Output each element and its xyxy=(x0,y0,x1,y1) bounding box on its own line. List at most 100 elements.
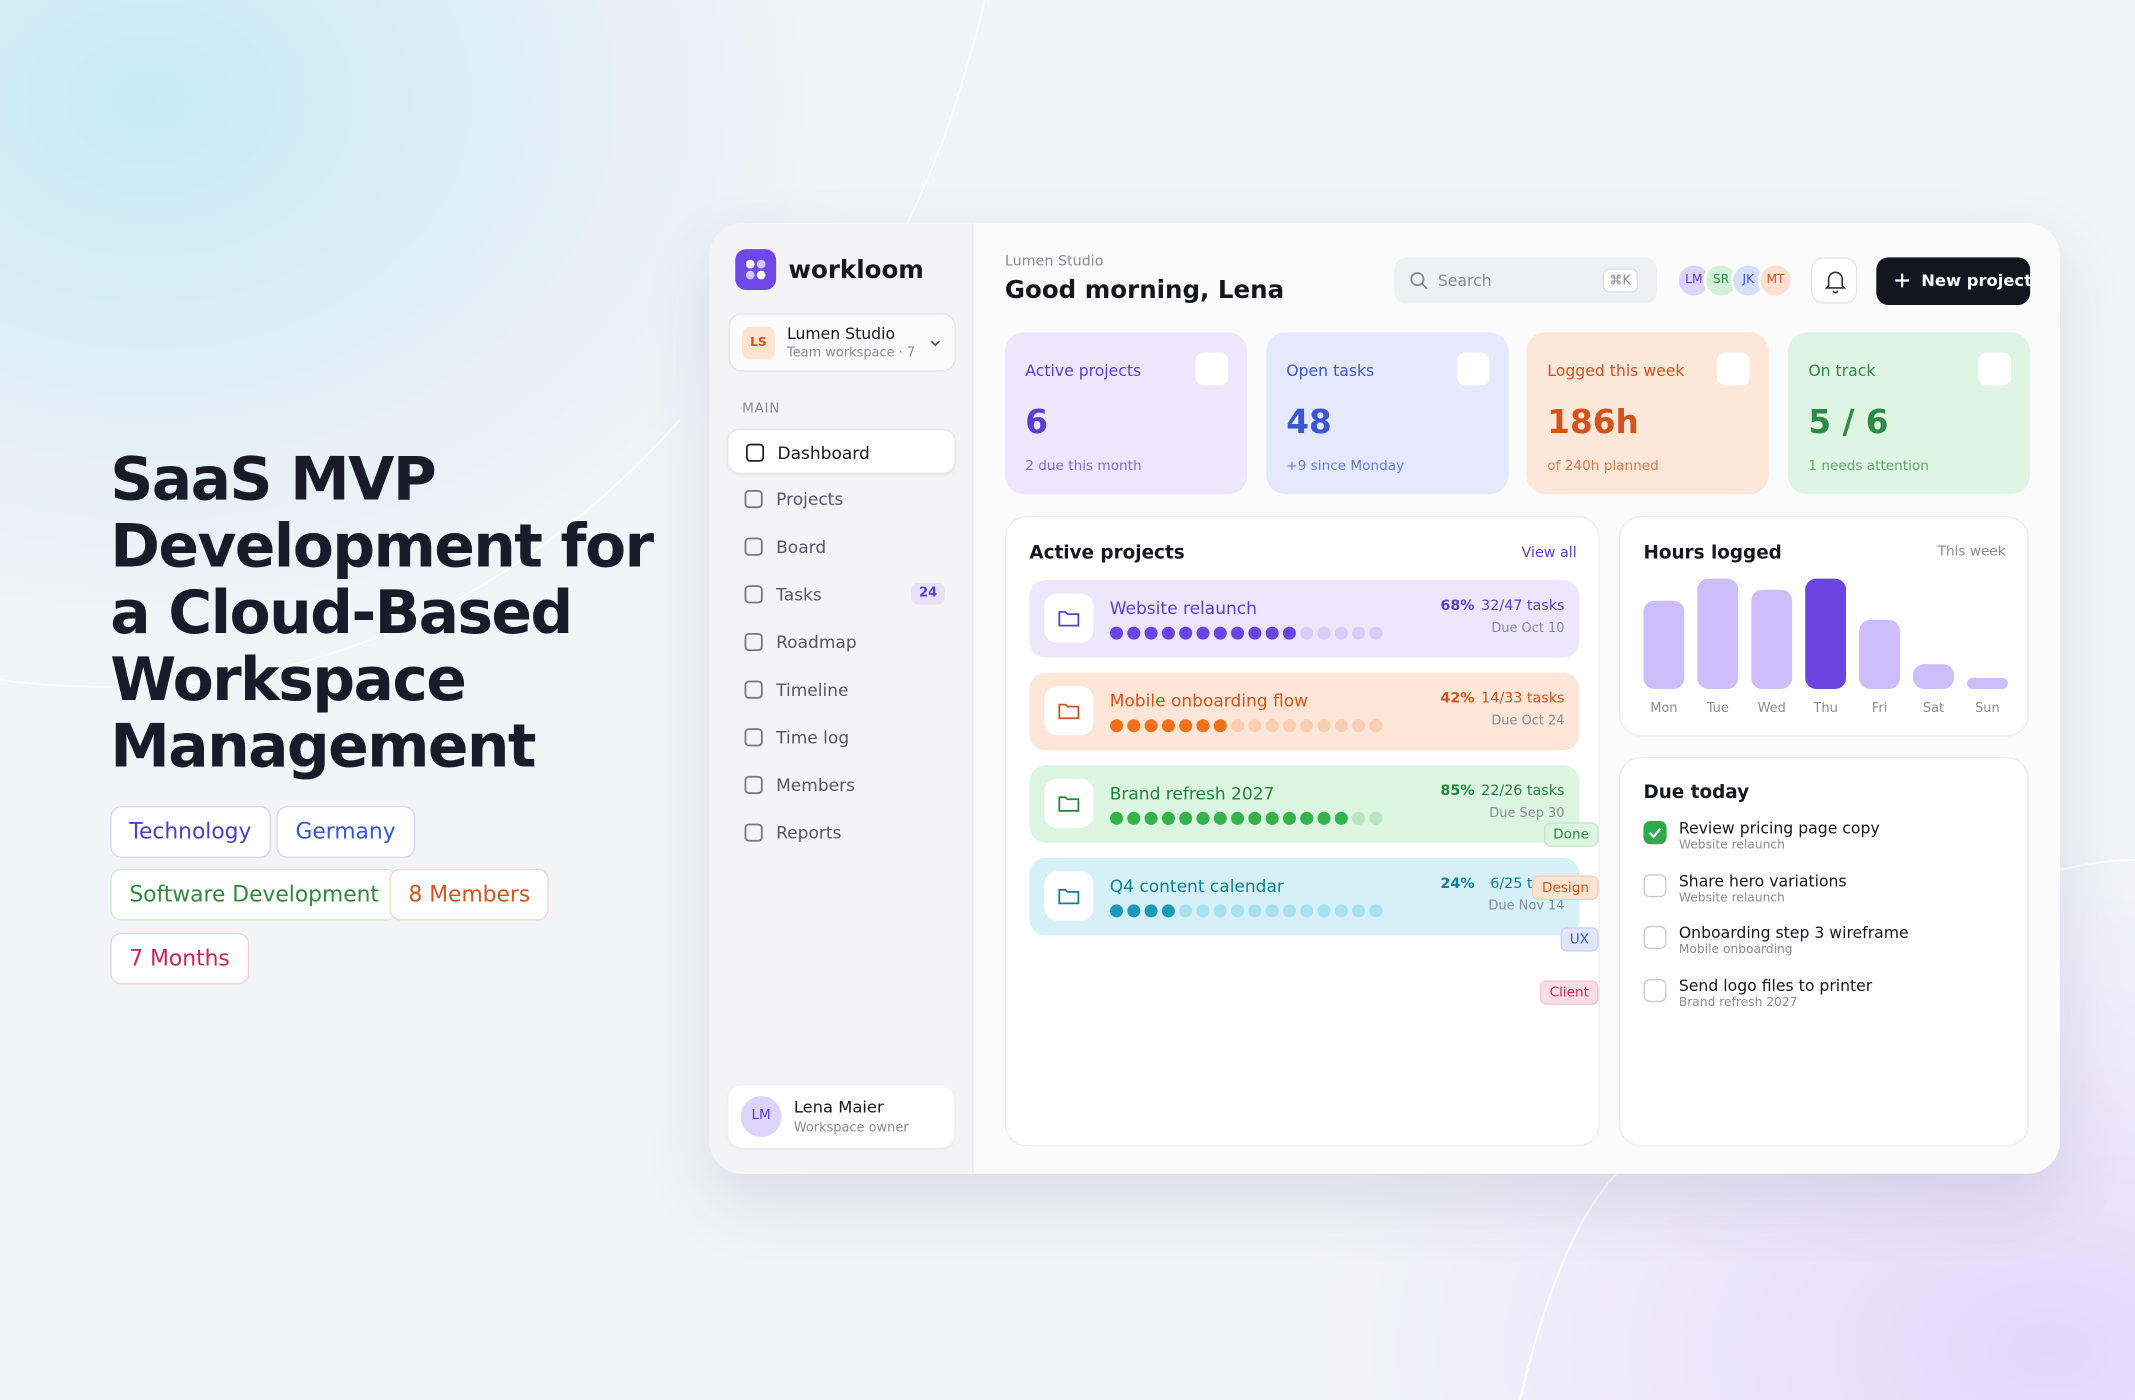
nav-item[interactable]: Projects xyxy=(727,477,956,522)
user-role: Workspace owner xyxy=(793,1120,909,1136)
progress-dot xyxy=(1161,626,1175,640)
hour-bar xyxy=(1751,589,1793,689)
stat-value: 6 xyxy=(1025,403,1049,442)
task-title: Onboarding step 3 wireframe xyxy=(1678,923,1909,943)
logo-mark xyxy=(745,259,766,280)
progress-dot xyxy=(1300,811,1314,825)
nav-label: Timeline xyxy=(776,679,849,700)
stat-icon xyxy=(1456,352,1490,386)
stat-note: 2 due this month xyxy=(1025,458,1142,474)
progress-dots xyxy=(1109,904,1383,918)
project-icon xyxy=(1044,593,1094,643)
progress-dot xyxy=(1352,811,1366,825)
project-row[interactable]: Q4 content calendar 24% 6/25 tasks Due Nov … xyxy=(1029,857,1580,936)
stat-icon xyxy=(1195,352,1229,386)
projects-panel: Active projects View all Website relaunc… xyxy=(1004,516,1600,1147)
progress-dot xyxy=(1196,626,1210,640)
progress-dot xyxy=(1213,719,1227,733)
bell-icon xyxy=(1824,271,1847,294)
nav-item[interactable]: Roadmap xyxy=(727,620,956,665)
project-due: Due Oct 24 xyxy=(1491,713,1565,729)
stat-value: 48 xyxy=(1286,403,1332,442)
nav-item[interactable]: Time log xyxy=(727,715,956,760)
nav-badge: 24 xyxy=(910,582,946,605)
checkbox[interactable] xyxy=(1643,979,1667,1003)
search-placeholder: Search xyxy=(1437,270,1492,291)
task-project: Brand refresh 2027 xyxy=(1678,996,1798,1011)
progress-dot xyxy=(1317,904,1331,918)
nav-icon xyxy=(744,823,763,842)
progress-dot xyxy=(1144,811,1158,825)
progress-dot xyxy=(1231,719,1245,733)
progress-dot xyxy=(1161,811,1175,825)
member-avatar: SR xyxy=(1703,262,1739,299)
projects-title: Active projects xyxy=(1029,541,1185,564)
new-project-button[interactable]: New project xyxy=(1876,257,2032,305)
folder-shape xyxy=(1058,796,1080,812)
task-tag: UX xyxy=(1560,927,1599,953)
progress-dot xyxy=(1265,904,1279,918)
plus-icon xyxy=(1895,273,1909,288)
hero-tag: 8 Members xyxy=(389,868,550,921)
progress-dot xyxy=(1231,904,1245,918)
hero-title: SaaS MVP Development for a Cloud-Based W… xyxy=(110,445,654,782)
nav-icon xyxy=(744,680,763,699)
search-box[interactable]: Search ⌘K xyxy=(1394,257,1658,304)
icon-shape xyxy=(744,823,763,842)
progress-dot xyxy=(1213,904,1227,918)
progress-dot xyxy=(1231,811,1245,825)
shortcut: ⌘K xyxy=(1602,268,1638,293)
user-name: Lena Maier xyxy=(793,1097,884,1117)
notifications-button[interactable] xyxy=(1810,257,1858,304)
progress-dot xyxy=(1317,626,1331,640)
workspace-switcher[interactable]: LS Lumen Studio Team workspace · 7 xyxy=(728,313,956,372)
folder-shape xyxy=(1058,611,1080,627)
progress-dot xyxy=(1369,904,1383,918)
nav-label: Projects xyxy=(776,488,844,510)
nav-item[interactable]: Members xyxy=(727,762,956,807)
project-icon xyxy=(1044,778,1094,828)
due-panel: Due today Review pricing page copy Websit… xyxy=(1532,757,2029,1147)
day-label: Fri xyxy=(1872,701,1887,716)
progress-dot xyxy=(1352,626,1366,640)
progress-dot xyxy=(1300,626,1314,640)
checkbox[interactable] xyxy=(1643,821,1667,845)
nav-item[interactable]: Board xyxy=(727,524,956,569)
project-row[interactable]: Brand refresh 2027 85% 22/26 tasks Due Sep … xyxy=(1029,765,1580,843)
nav-item[interactable]: Reports xyxy=(727,810,956,855)
stat-value: 186h xyxy=(1547,403,1639,442)
hours-period: This week xyxy=(1937,544,2006,560)
search-icon xyxy=(1410,272,1428,290)
project-row[interactable]: Website relaunch 68% 32/47 tasks Due Oct 10 xyxy=(1029,580,1580,658)
nav-icon xyxy=(745,443,765,462)
folder-icon xyxy=(1058,888,1080,905)
progress-dot xyxy=(1282,719,1296,733)
progress-dot xyxy=(1161,904,1175,918)
project-tasks: 32/47 tasks xyxy=(1481,597,1565,615)
check-shape xyxy=(1648,827,1662,839)
icon-shape xyxy=(744,680,763,699)
task-tag: Client xyxy=(1540,980,1599,1005)
project-row[interactable]: Mobile onboarding flow 42% 14/33 tasks Due … xyxy=(1029,672,1580,751)
progress-dot xyxy=(1127,811,1141,825)
project-percent: 85% xyxy=(1440,782,1475,800)
view-all[interactable]: View all xyxy=(1521,544,1577,561)
progress-dot xyxy=(1265,626,1279,640)
progress-dot xyxy=(1109,904,1124,918)
stat-label: Open tasks xyxy=(1286,360,1375,380)
user-card[interactable]: LM Lena Maier Workspace owner xyxy=(728,1085,955,1148)
nav-label: Reports xyxy=(776,822,842,843)
nav-item[interactable]: Dashboard xyxy=(727,428,956,474)
checkbox[interactable] xyxy=(1643,873,1667,897)
nav-item[interactable]: Tasks 24 xyxy=(727,572,956,617)
stat-note: of 240h planned xyxy=(1547,458,1659,474)
nav-label: Time log xyxy=(776,727,850,748)
stat-label: Active projects xyxy=(1025,360,1142,380)
nav-item[interactable]: Timeline xyxy=(727,667,956,712)
chevron xyxy=(930,340,941,347)
progress-dot xyxy=(1144,626,1158,640)
project-percent: 24% xyxy=(1440,875,1475,892)
stat-icon xyxy=(1717,352,1751,386)
checkbox[interactable] xyxy=(1643,926,1667,950)
